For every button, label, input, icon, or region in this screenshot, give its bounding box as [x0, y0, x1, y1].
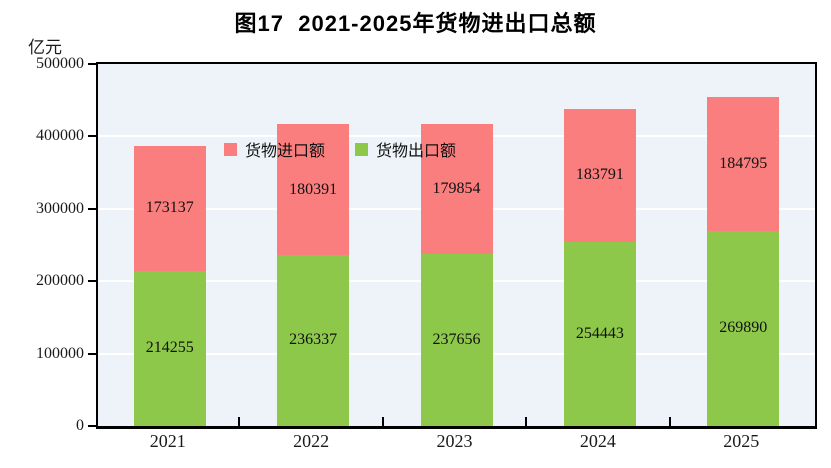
legend-item-exports: 货物出口额 [355, 137, 456, 161]
bar-group-2021: 214255 173137 [133, 145, 206, 426]
x-tick-label-2025: 2025 [723, 431, 760, 451]
bar-group-2023: 237656 179854 [420, 123, 493, 426]
y-tick-mark-400000 [88, 135, 96, 138]
x-tick-label-2021: 2021 [149, 431, 186, 451]
import-segment-2023: 179854 [420, 123, 493, 254]
y-tick-label-300000: 300000 [36, 199, 84, 217]
y-tick-mark-0 [88, 425, 96, 427]
export-segment-2023: 237656 [420, 253, 493, 426]
legend-item-imports: 货物进口额 [224, 137, 325, 161]
import-segment-2025: 184795 [707, 96, 780, 231]
y-tick-label-100000: 100000 [36, 344, 84, 362]
y-tick-label-0: 0 [76, 417, 84, 434]
bar-group-2022: 236337 180391 [277, 124, 350, 426]
y-tick-mark-300000 [88, 207, 96, 210]
x-boundary-tick-3 [525, 417, 528, 426]
x-tick-label-2024: 2024 [579, 431, 616, 451]
import-value-label: 183791 [575, 166, 624, 184]
export-segment-2024: 254443 [563, 241, 636, 426]
import-segment-2022: 180391 [277, 124, 350, 255]
x-boundary-tick-1 [238, 417, 241, 426]
x-boundary-tick-2 [381, 417, 384, 426]
export-value-label: 237656 [432, 330, 481, 348]
x-tick-label-2023: 2023 [436, 431, 473, 451]
legend-label-exports: 货物出口额 [376, 143, 457, 160]
y-tick-mark-500000 [88, 63, 96, 65]
y-tick-label-200000: 200000 [36, 272, 84, 290]
import-value-label: 179854 [432, 179, 481, 197]
import-value-label: 180391 [289, 180, 338, 198]
y-axis-unit-label: 亿元 [28, 38, 62, 57]
import-value-label: 184795 [719, 154, 768, 172]
export-segment-2025: 269890 [707, 230, 780, 426]
y-tick-label-400000: 400000 [36, 127, 84, 145]
y-tick-mark-200000 [88, 280, 96, 283]
bar-group-2025: 269890 184795 [707, 96, 780, 426]
x-tick-label-2022: 2022 [293, 431, 330, 451]
export-segment-2021: 214255 [133, 270, 206, 426]
export-value-label: 214255 [145, 339, 194, 357]
export-value-label: 236337 [289, 331, 338, 349]
export-segment-2022: 236337 [277, 254, 350, 426]
x-boundary-tick-4 [668, 417, 671, 426]
y-tick-label-500000: 500000 [36, 55, 84, 72]
chart-title: 图17 2021-2025年货物进出口总额 [234, 11, 597, 36]
exports-color-swatch [355, 142, 369, 156]
import-segment-2024: 183791 [563, 108, 636, 242]
export-value-label: 269890 [719, 319, 768, 337]
import-value-label: 173137 [145, 199, 194, 217]
y-tick-mark-100000 [88, 352, 96, 355]
plot-area: 214255 173137 236337 180391 237656 179854 2544… [96, 62, 817, 429]
bar-group-2024: 254443 183791 [563, 108, 636, 426]
legend-label-imports: 货物进口额 [245, 143, 326, 160]
import-segment-2021: 173137 [133, 145, 206, 271]
imports-color-swatch [224, 142, 237, 156]
legend: 货物进口额 货物出口额 [224, 137, 456, 161]
export-value-label: 254443 [575, 324, 624, 342]
